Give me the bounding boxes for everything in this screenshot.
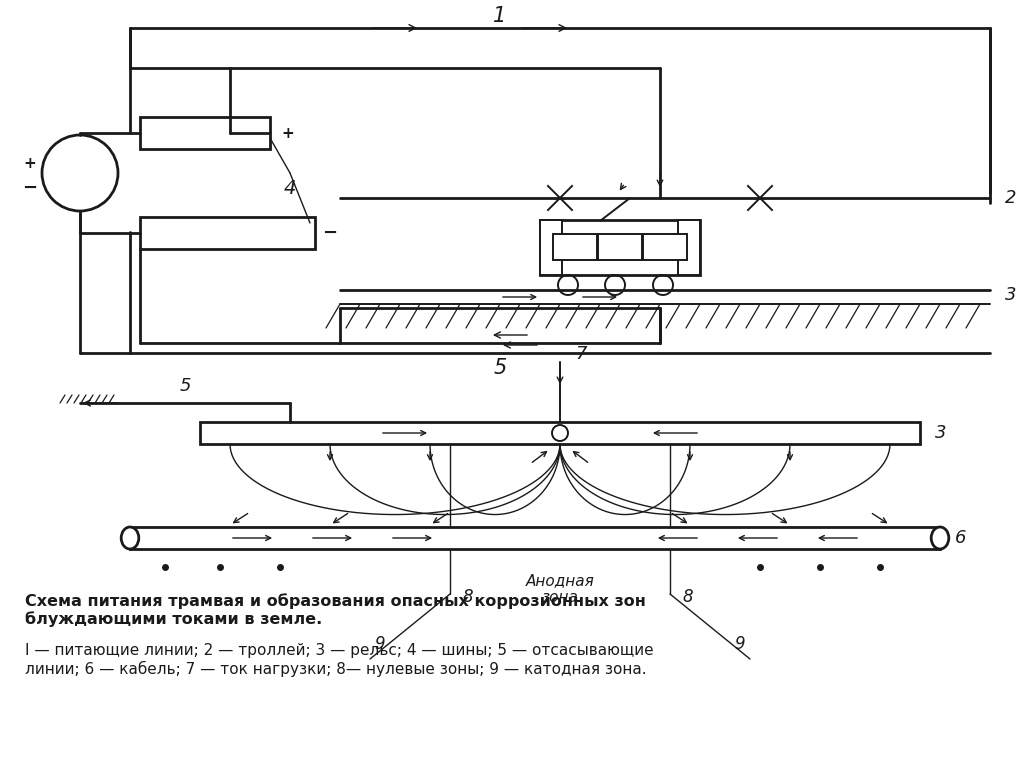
Bar xyxy=(540,220,700,275)
Bar xyxy=(200,422,920,444)
Bar xyxy=(140,117,270,149)
Text: 6: 6 xyxy=(955,529,967,547)
Text: 9: 9 xyxy=(734,635,745,653)
Bar xyxy=(130,527,940,549)
Bar xyxy=(678,220,700,275)
Text: 5: 5 xyxy=(494,358,507,378)
Text: −: − xyxy=(323,224,338,242)
Text: 8: 8 xyxy=(682,588,692,606)
Text: 4: 4 xyxy=(284,178,296,197)
Text: 1: 1 xyxy=(494,6,507,26)
Bar xyxy=(643,234,687,260)
Ellipse shape xyxy=(931,527,949,549)
Text: −: − xyxy=(23,179,38,197)
Bar xyxy=(598,234,642,260)
Text: 2: 2 xyxy=(1005,189,1017,207)
Ellipse shape xyxy=(121,527,139,549)
Text: I — питающие линии; 2 — троллей; 3 — рельс; 4 — шины; 5 — отсасывающие
линии; 6 : I — питающие линии; 2 — троллей; 3 — рел… xyxy=(25,643,653,677)
Text: 3: 3 xyxy=(1005,286,1017,304)
Text: 3: 3 xyxy=(935,424,946,442)
Text: +: + xyxy=(282,125,294,141)
Text: Схема питания трамвая и образования опасных коррозионных зон
блуждающими токами : Схема питания трамвая и образования опас… xyxy=(25,593,646,627)
Text: +: + xyxy=(24,155,37,170)
Text: 7: 7 xyxy=(575,345,587,363)
Bar xyxy=(553,234,597,260)
Text: 5: 5 xyxy=(179,377,190,395)
Text: 9: 9 xyxy=(375,635,385,653)
Text: Анодная
зона: Анодная зона xyxy=(525,573,594,605)
Bar xyxy=(140,217,315,249)
Text: 8: 8 xyxy=(462,588,473,606)
Bar xyxy=(540,220,562,275)
